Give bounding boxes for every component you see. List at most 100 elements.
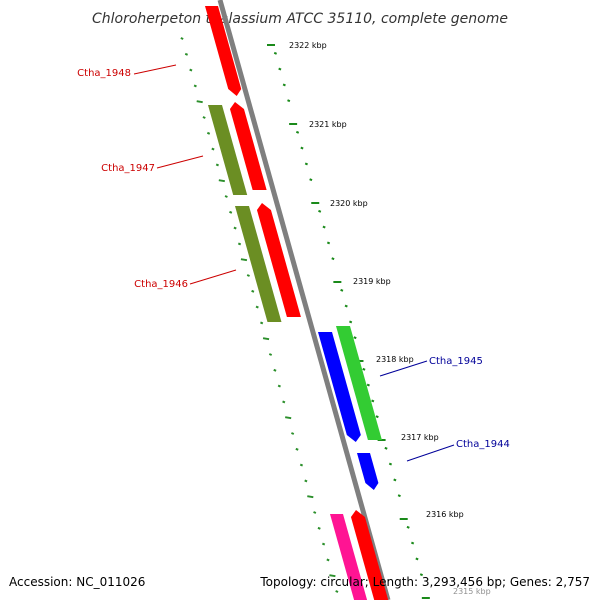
cds-feature xyxy=(256,203,301,317)
tick-mark xyxy=(300,146,304,150)
tick-mark xyxy=(366,383,370,387)
genome-backbone xyxy=(217,0,391,600)
cds-feature xyxy=(350,510,389,600)
scale-label: 2319 kbp xyxy=(353,277,391,286)
cds-feature xyxy=(357,453,379,490)
tick-mark xyxy=(282,400,286,404)
gene-label-ctha-1945[interactable]: Ctha_1945 xyxy=(379,356,483,377)
tick-mark xyxy=(189,68,193,72)
gene-feature xyxy=(208,105,248,195)
tick-mark xyxy=(206,131,211,135)
gene-label-ctha-1947[interactable]: Ctha_1947 xyxy=(101,155,204,174)
tick-mark xyxy=(229,210,233,214)
tick-mark xyxy=(262,337,270,341)
tick-mark xyxy=(233,226,237,230)
tick-mark xyxy=(371,399,375,403)
tick-mark xyxy=(309,178,313,182)
tick-mark xyxy=(246,274,250,277)
tick-mark xyxy=(193,84,197,88)
gene-label-ctha-1944[interactable]: Ctha_1944 xyxy=(406,439,510,462)
tick-mark xyxy=(211,147,215,151)
tick-mark xyxy=(419,573,424,577)
tick-mark xyxy=(340,288,344,292)
gene-label-text: Ctha_1947 xyxy=(101,163,155,174)
tick-mark xyxy=(388,462,393,466)
tick-mark xyxy=(224,195,228,198)
tick-mark xyxy=(180,37,184,40)
tick-mark xyxy=(202,116,206,119)
tick-mark xyxy=(295,130,300,134)
tick-mark xyxy=(349,320,353,324)
tick-mark xyxy=(318,209,322,213)
tick-mark xyxy=(415,557,419,561)
tick-mark xyxy=(304,162,308,166)
map-title: Chloroherpeton thalassium ATCC 35110, co… xyxy=(92,11,508,27)
tick-mark xyxy=(273,51,278,55)
scale-label: 2321 kbp xyxy=(309,120,347,129)
cds-feature xyxy=(229,102,267,190)
tick-mark xyxy=(344,304,348,308)
tick-mark xyxy=(291,432,295,435)
tick-mark xyxy=(329,574,336,578)
tick-mark xyxy=(196,100,203,104)
tick-mark xyxy=(287,99,291,103)
tick-mark xyxy=(317,526,321,530)
tick-mark xyxy=(322,225,326,229)
gene-label-text: Ctha_1946 xyxy=(134,279,188,290)
tick-mark xyxy=(268,353,273,356)
gene-label-text: Ctha_1948 xyxy=(77,68,131,79)
tick-mark xyxy=(237,242,242,246)
cds-feature xyxy=(205,6,242,96)
tick-mark xyxy=(321,542,326,546)
tick-mark xyxy=(397,494,401,498)
scale-labels: 2322 kbp 2321 kbp 2320 kbp 2319 kbp 2318… xyxy=(289,41,491,596)
genome-summary-text: Topology: circular; Length: 3,293,456 bp… xyxy=(260,575,590,589)
tick-mark xyxy=(282,83,286,87)
scale-label: 2318 kbp xyxy=(376,355,414,364)
tick-mark xyxy=(215,163,219,167)
scale-label: 2316 kbp xyxy=(426,510,464,519)
tick-mark xyxy=(299,463,304,467)
tick-mark xyxy=(326,558,330,562)
tick-mark xyxy=(255,305,259,309)
gene-features xyxy=(205,6,389,600)
scale-label: 2315 kbp xyxy=(453,587,491,596)
tick-mark xyxy=(375,415,379,419)
tick-mark xyxy=(410,541,415,545)
cds-feature xyxy=(318,332,361,442)
gene-labels: Ctha_1948 Ctha_1947 Ctha_1946 Ctha_1945 … xyxy=(77,64,510,462)
tick-mark xyxy=(362,367,366,371)
gene-label-text: Ctha_1945 xyxy=(429,356,483,367)
tick-mark xyxy=(295,447,299,451)
tick-mark xyxy=(277,384,281,388)
tick-mark xyxy=(278,67,282,71)
tick-mark xyxy=(240,258,248,262)
tick-mark xyxy=(335,590,339,593)
tick-mark xyxy=(313,511,317,514)
accession-text: Accession: NC_011026 xyxy=(9,575,146,589)
tick-mark xyxy=(260,321,264,325)
tick-mark xyxy=(393,478,397,482)
gene-feature xyxy=(235,206,282,322)
tick-mark xyxy=(304,479,308,483)
scale-label: 2320 kbp xyxy=(330,199,368,208)
scale-label: 2317 kbp xyxy=(401,433,439,442)
tick-mark xyxy=(406,525,410,529)
tick-mark xyxy=(218,179,225,183)
gene-label-ctha-1946[interactable]: Ctha_1946 xyxy=(134,269,237,290)
tick-mark xyxy=(184,52,189,56)
gene-label-ctha-1948[interactable]: Ctha_1948 xyxy=(77,64,177,79)
tick-mark xyxy=(307,495,314,499)
tick-mark xyxy=(331,257,335,261)
tick-mark xyxy=(353,336,357,340)
scale-label: 2322 kbp xyxy=(289,41,327,50)
tick-mark xyxy=(326,241,331,245)
tick-mark xyxy=(273,368,277,372)
outer-minor-ticks xyxy=(180,37,339,593)
tick-mark xyxy=(384,446,388,450)
gene-label-text: Ctha_1944 xyxy=(456,439,510,450)
misc-feature xyxy=(330,514,368,600)
tick-mark xyxy=(285,416,292,420)
tick-mark xyxy=(251,289,255,293)
